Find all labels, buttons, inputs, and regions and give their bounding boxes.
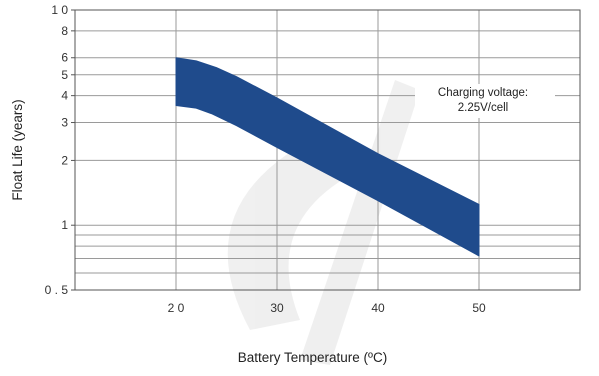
y-axis-label: Float Life (years): [10, 99, 25, 200]
y-tick-label: 8: [61, 24, 68, 38]
x-tick-label: 50: [472, 301, 486, 315]
y-tick-label: 6: [61, 51, 68, 65]
y-tick-label: 1: [61, 218, 68, 232]
y-tick-label: 2: [61, 153, 68, 167]
x-tick-label: 30: [270, 301, 284, 315]
float-life-band: [175, 57, 480, 257]
x-tick-label: 2 0: [168, 301, 185, 315]
plot-frame: [74, 9, 581, 291]
x-axis-label: Battery Temperature (ºC): [238, 350, 387, 365]
x-axis-ticks: 2 0 30 40 50: [168, 301, 486, 315]
y-tick-label: 0 . 5: [45, 283, 69, 297]
gridlines: [75, 10, 580, 290]
annotation: Charging voltage: 2.25V/cell: [415, 84, 555, 118]
annotation-background: [415, 84, 555, 118]
annotation-line: Charging voltage:: [438, 87, 528, 99]
x-tick-label: 40: [371, 301, 385, 315]
watermark-logo: [227, 80, 420, 365]
y-tick-label: 5: [61, 68, 68, 82]
y-tick-label: 4: [61, 89, 68, 103]
annotation-line: 2.25V/cell: [458, 102, 509, 114]
y-tick-label: 1 0: [51, 3, 68, 17]
y-tick-label: 3: [61, 116, 68, 130]
